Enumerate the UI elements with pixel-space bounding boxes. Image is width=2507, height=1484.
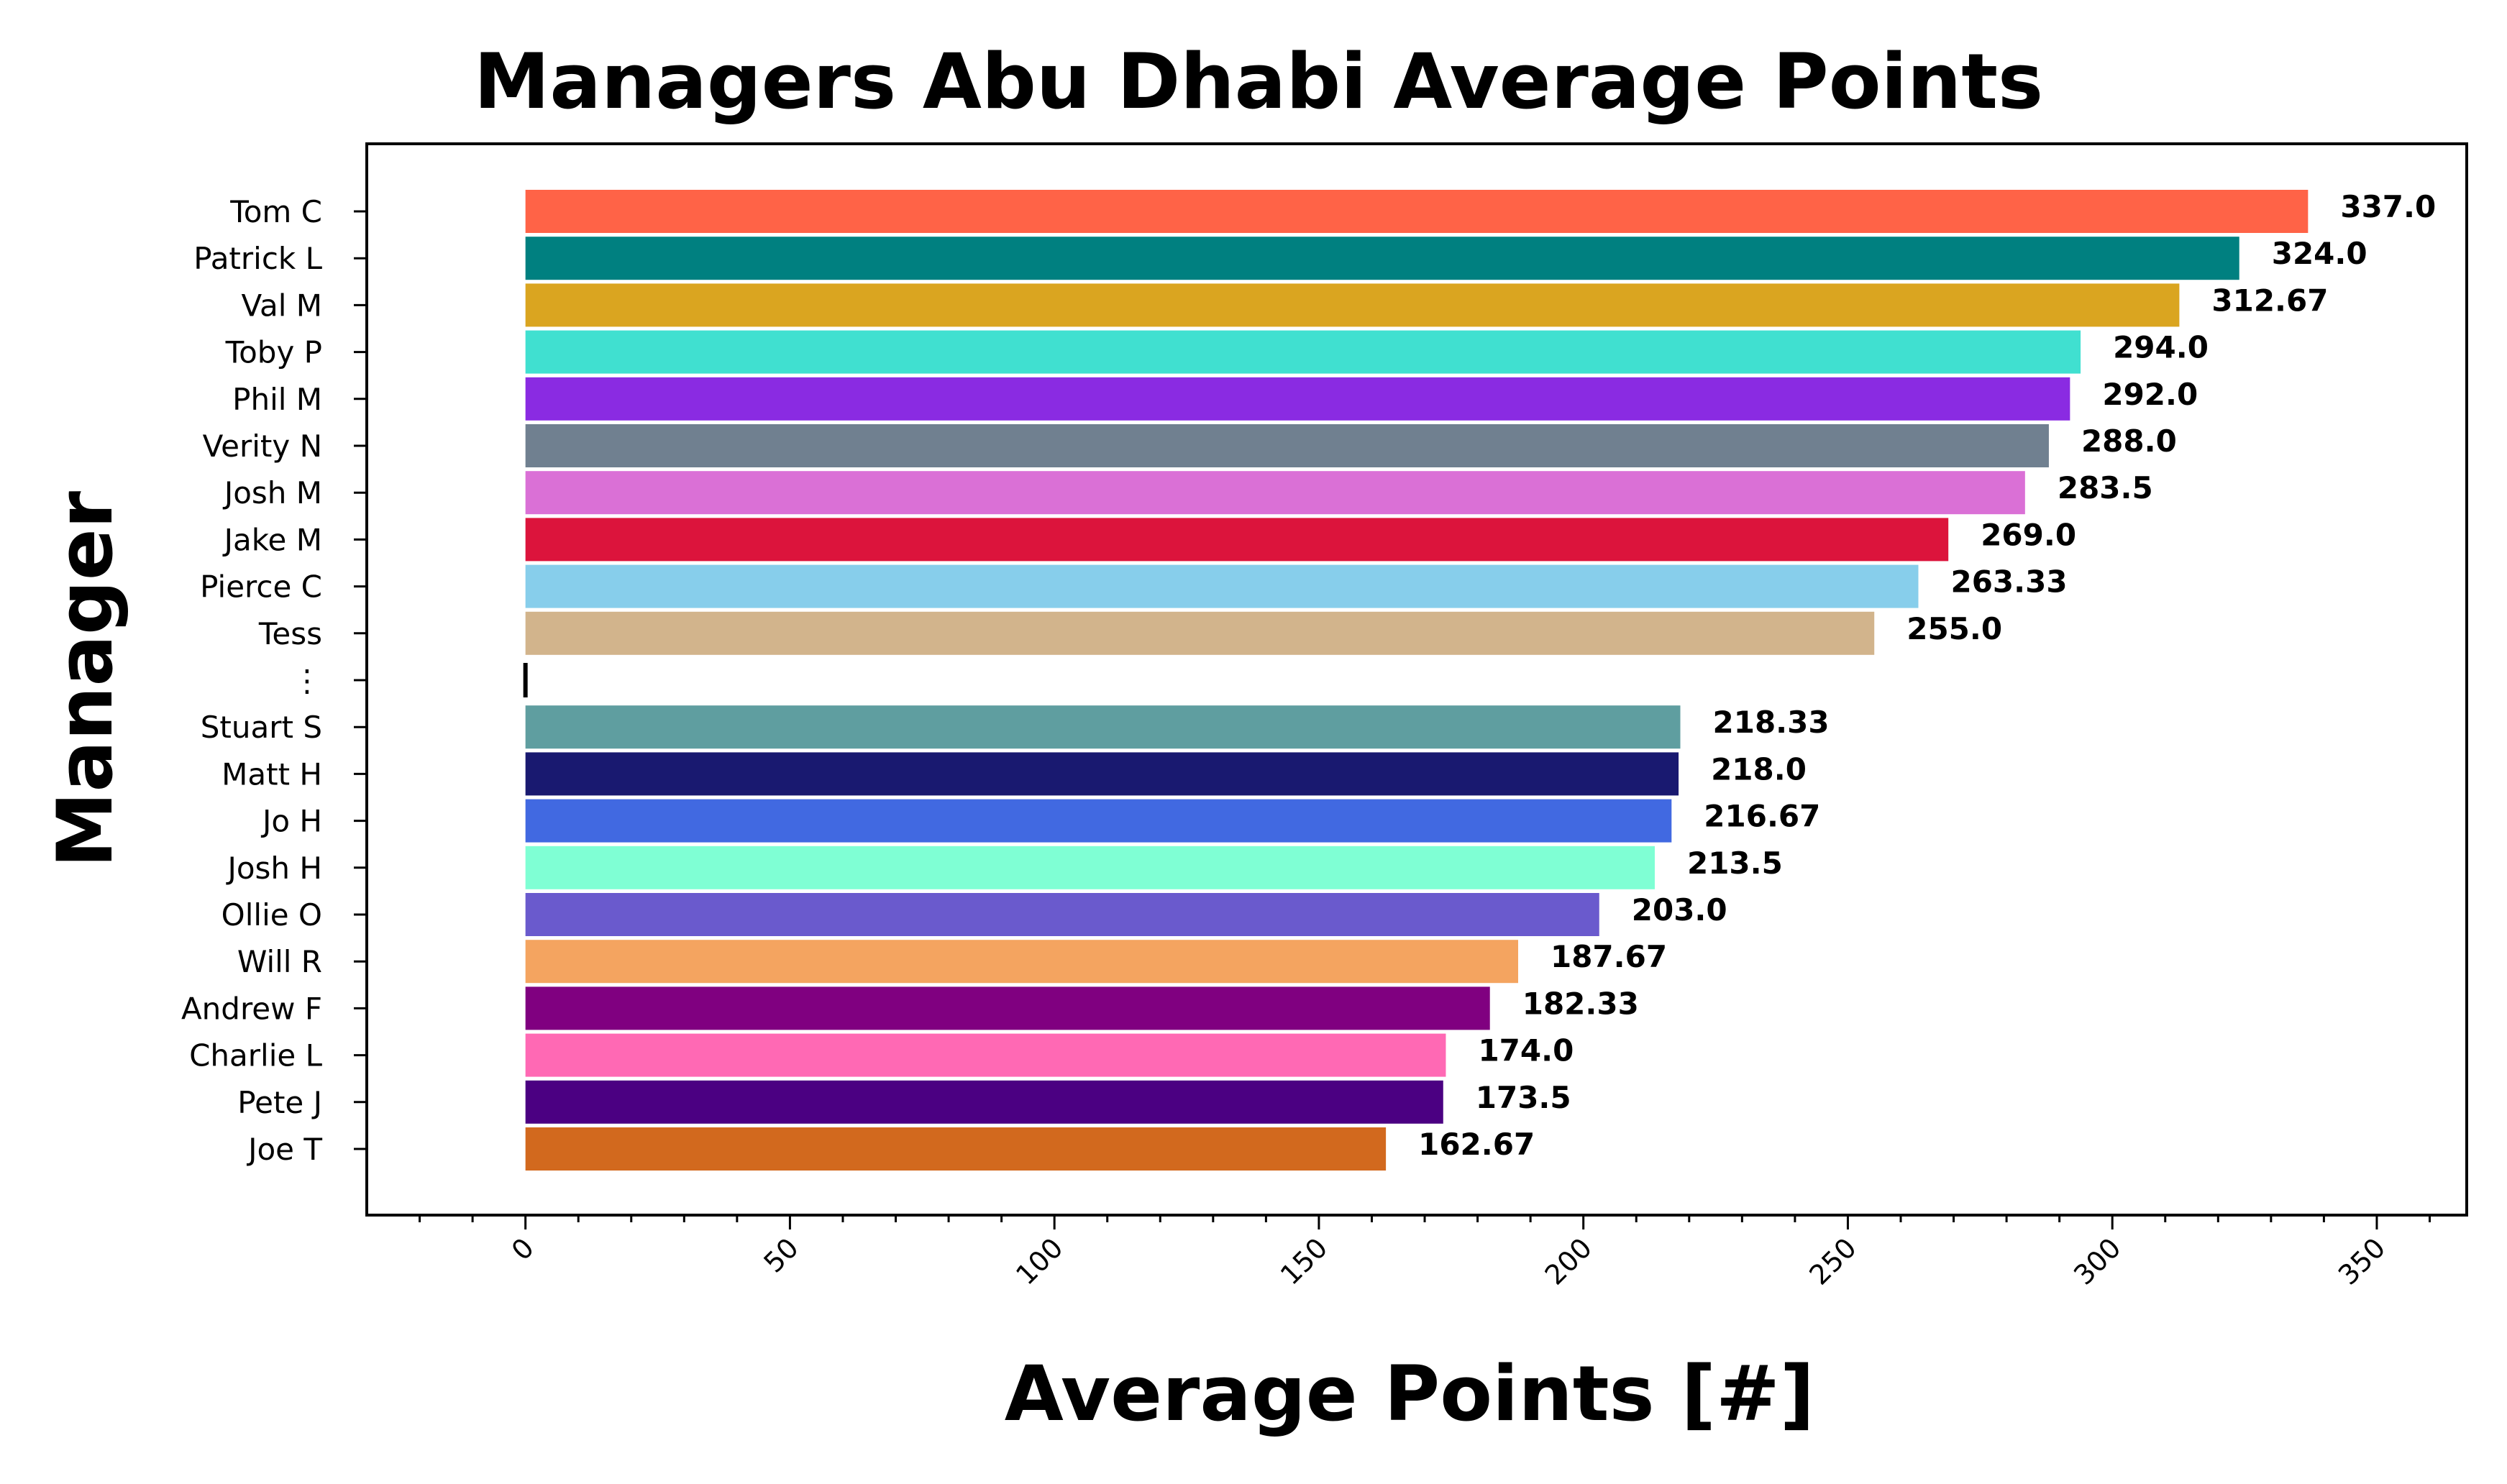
value-label-jake-m: 269.0 xyxy=(1981,517,2076,552)
x-tick-label-200: 200 xyxy=(1539,1232,1598,1291)
x-tick-label-350: 350 xyxy=(2332,1232,2391,1291)
bar-josh-m xyxy=(525,471,2025,515)
bar-patrick-l xyxy=(525,237,2239,280)
bar-separator xyxy=(523,663,528,697)
value-label-stuart-s: 218.33 xyxy=(1713,705,1830,740)
bar-josh-h xyxy=(525,846,1655,889)
y-tick-label-stuart-s: Stuart S xyxy=(201,710,322,745)
y-tick-label-patrick-l: Patrick L xyxy=(193,241,322,276)
bar-jake-m xyxy=(525,518,1949,562)
y-tick-label-val-m: Val M xyxy=(242,288,322,323)
value-label-patrick-l: 324.0 xyxy=(2272,236,2367,271)
x-tick-label-250: 250 xyxy=(1803,1232,1862,1291)
value-label-andrew-f: 182.33 xyxy=(1522,986,1639,1021)
bar-val-m xyxy=(525,283,2180,327)
value-label-matt-h: 218.0 xyxy=(1711,751,1807,787)
value-label-pete-j: 173.5 xyxy=(1476,1080,1571,1115)
value-label-joe-t: 162.67 xyxy=(1418,1127,1535,1162)
y-tick-label-ollie-o: Ollie O xyxy=(222,897,322,933)
value-label-pierce-c: 263.33 xyxy=(1950,564,2067,600)
y-tick-label-pierce-c: Pierce C xyxy=(200,569,322,605)
y-tick-label-jo-h: Jo H xyxy=(260,804,322,839)
value-label-phil-m: 292.0 xyxy=(2102,377,2198,412)
x-tick-label-150: 150 xyxy=(1274,1232,1333,1291)
y-tick-label-will-r: Will R xyxy=(237,944,322,979)
y-tick-label-ellipsis: ⋮ xyxy=(292,663,322,698)
y-tick-label-tom-c: Tom C xyxy=(229,194,322,229)
value-label-charlie-l: 174.0 xyxy=(1478,1033,1574,1068)
y-tick-label-toby-p: Toby P xyxy=(225,335,322,370)
x-axis-label: Average Points [#] xyxy=(1005,1350,1814,1438)
bar-charlie-l xyxy=(525,1033,1446,1077)
bar-tess xyxy=(525,611,1875,655)
value-label-ollie-o: 203.0 xyxy=(1632,892,1727,927)
chart-title: Managers Abu Dhabi Average Points xyxy=(474,37,2043,126)
value-label-val-m: 312.67 xyxy=(2211,283,2328,318)
value-label-toby-p: 294.0 xyxy=(2113,330,2209,365)
x-tick-label-0: 0 xyxy=(506,1232,540,1266)
y-tick-label-andrew-f: Andrew F xyxy=(181,991,322,1026)
bar-pierce-c xyxy=(525,564,1919,608)
bar-andrew-f xyxy=(525,986,1490,1030)
x-tick-label-300: 300 xyxy=(2068,1232,2127,1291)
y-tick-label-pete-j: Pete J xyxy=(237,1085,322,1120)
y-axis-ticks: Tom C Patrick L Val M Toby P Phil M Verity N J… xyxy=(181,194,367,1167)
bar-joe-t xyxy=(525,1127,1387,1171)
y-tick-label-charlie-l: Charlie L xyxy=(189,1038,322,1073)
bar-verity-n xyxy=(525,424,2049,467)
bar-tom-c xyxy=(525,190,2309,233)
bar-ollie-o xyxy=(525,893,1599,936)
bar-toby-p xyxy=(525,330,2081,374)
value-label-jo-h: 216.67 xyxy=(1704,799,1820,834)
value-label-tess: 255.0 xyxy=(1906,611,2002,646)
y-tick-label-jake-m: Jake M xyxy=(222,522,322,557)
value-label-josh-h: 213.5 xyxy=(1687,846,1783,881)
bar-jo-h xyxy=(525,799,1672,843)
value-label-tom-c: 337.0 xyxy=(2340,189,2436,224)
x-tick-label-50: 50 xyxy=(757,1232,804,1278)
value-label-verity-n: 288.0 xyxy=(2081,423,2177,459)
x-tick-label-100: 100 xyxy=(1010,1232,1069,1291)
y-tick-label-verity-n: Verity N xyxy=(203,429,322,464)
bar-stuart-s xyxy=(525,705,1681,749)
y-tick-label-tess: Tess xyxy=(258,616,322,651)
x-axis-ticks: 0 50 100 150 200 250 300 350 xyxy=(419,1215,2431,1291)
value-label-josh-m: 283.5 xyxy=(2058,470,2153,505)
y-tick-label-phil-m: Phil M xyxy=(232,382,322,417)
y-tick-label-josh-h: Josh H xyxy=(225,851,322,886)
y-axis-label: Manager xyxy=(41,491,129,868)
bar-will-r xyxy=(525,940,1518,984)
bar-matt-h xyxy=(525,752,1679,796)
y-tick-label-joe-t: Joe T xyxy=(246,1132,322,1167)
y-tick-label-josh-m: Josh M xyxy=(222,475,322,510)
bar-pete-j xyxy=(525,1080,1443,1124)
bar-phil-m xyxy=(525,377,2070,421)
y-tick-label-matt-h: Matt H xyxy=(222,756,322,792)
value-label-will-r: 187.67 xyxy=(1551,939,1667,974)
